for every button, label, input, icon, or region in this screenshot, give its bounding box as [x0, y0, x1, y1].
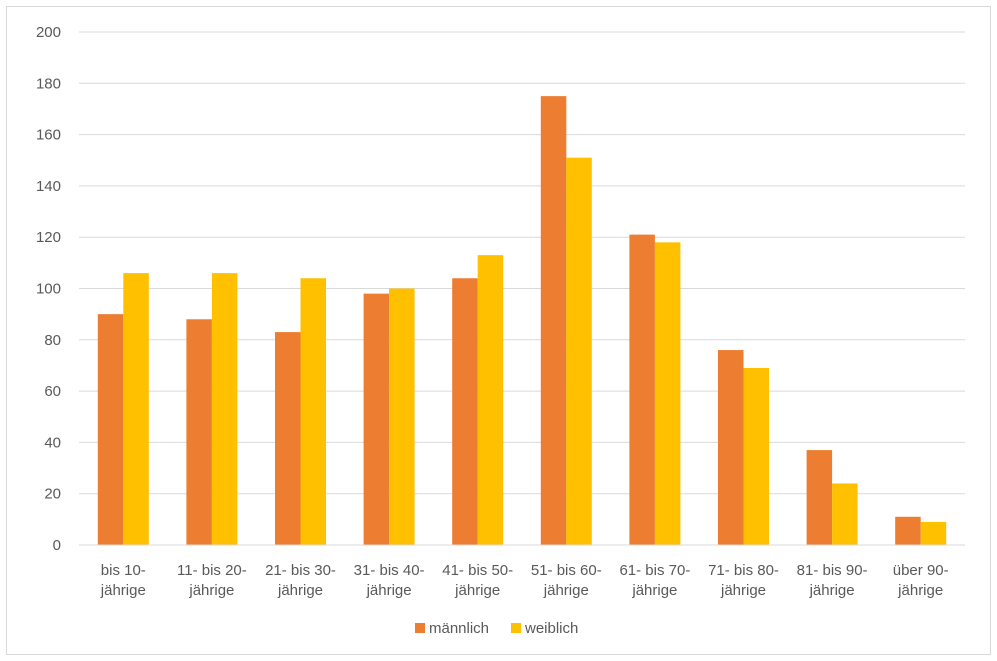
- x-tick-label-line: 81- bis 90-: [797, 562, 868, 579]
- x-tick-label-line: 11- bis 20-: [177, 562, 247, 579]
- x-tick-label: 31- bis 40- jährige: [354, 562, 425, 599]
- bar-weiblich: [743, 368, 769, 545]
- y-tick-label: 0: [53, 537, 61, 554]
- x-tick-label-line: jährige: [631, 582, 677, 599]
- bar-maennlich: [275, 332, 301, 545]
- legend: männlich weiblich: [415, 620, 578, 637]
- x-tick-label: 81- bis 90- jährige: [797, 562, 868, 599]
- bar-weiblich: [654, 242, 681, 545]
- x-tick-label-line: jährige: [897, 582, 943, 599]
- legend-label: männlich: [429, 620, 489, 637]
- x-tick-label-line: jährige: [277, 582, 323, 599]
- x-tick-label: 41- bis 50- jährige: [442, 562, 513, 599]
- bar-maennlich: [629, 234, 655, 545]
- bar-maennlich: [806, 450, 833, 545]
- bar-weiblich: [832, 483, 858, 545]
- x-tick-label: 61- bis 70- jährige: [619, 562, 690, 599]
- x-tick-label-line: 51- bis 60-: [531, 562, 602, 579]
- y-tick-label: 20: [44, 486, 61, 503]
- bars: [97, 96, 947, 545]
- x-tick-label: bis 10- jährige: [100, 562, 146, 599]
- y-tick-label: 160: [36, 127, 61, 144]
- x-tick-label-line: 21- bis 30-: [265, 562, 336, 579]
- bar-weiblich: [920, 521, 947, 545]
- x-tick-label-line: bis 10-: [101, 562, 146, 579]
- bar-weiblich: [123, 273, 149, 545]
- bar-weiblich: [566, 157, 592, 545]
- bar-weiblich: [477, 255, 504, 545]
- legend-swatch: [511, 623, 521, 633]
- bar-maennlich: [540, 96, 567, 545]
- x-tick-label: über 90- jährige: [893, 562, 949, 599]
- x-tick-label-line: 41- bis 50-: [442, 562, 513, 579]
- x-tick-label-line: jährige: [454, 582, 500, 599]
- x-tick-label: 21- bis 30- jährige: [265, 562, 336, 599]
- x-tick-label-line: 61- bis 70-: [619, 562, 690, 579]
- y-tick-label: 120: [36, 229, 61, 246]
- bar-maennlich: [895, 516, 921, 545]
- y-tick-label: 80: [44, 332, 61, 349]
- bar-maennlich: [718, 350, 744, 545]
- x-tick-label-line: 71- bis 80-: [708, 562, 779, 579]
- y-tick-label: 200: [36, 24, 61, 41]
- x-tick-label-line: über 90-: [893, 562, 949, 579]
- y-tick-label: 140: [36, 178, 61, 195]
- y-tick-label: 100: [36, 281, 61, 298]
- x-tick-label-line: jährige: [366, 582, 412, 599]
- x-tick-label-line: jährige: [188, 582, 234, 599]
- bar-maennlich: [186, 319, 212, 545]
- y-axis: 0 20 40 60 80 100 120 140 160 180 200: [36, 24, 61, 554]
- bar-weiblich: [211, 273, 238, 545]
- legend-swatch: [415, 623, 425, 633]
- bar-weiblich: [300, 278, 326, 545]
- bar-maennlich: [452, 278, 478, 545]
- legend-label: weiblich: [524, 620, 578, 637]
- x-tick-label-line: jährige: [809, 582, 855, 599]
- x-tick-label-line: jährige: [100, 582, 146, 599]
- x-tick-label-line: jährige: [543, 582, 589, 599]
- y-tick-label: 40: [44, 434, 61, 451]
- y-tick-label: 180: [36, 75, 61, 92]
- x-tick-label: 71- bis 80- jährige: [708, 562, 779, 599]
- x-tick-label-line: jährige: [720, 582, 766, 599]
- bar-weiblich: [389, 288, 415, 545]
- y-tick-label: 60: [44, 383, 61, 400]
- x-tick-label: 11- bis 20- jährige: [177, 562, 247, 599]
- bar-maennlich: [97, 314, 124, 545]
- x-tick-label-line: 31- bis 40-: [354, 562, 425, 579]
- bar-maennlich: [363, 293, 390, 545]
- x-tick-label: 51- bis 60- jährige: [531, 562, 602, 599]
